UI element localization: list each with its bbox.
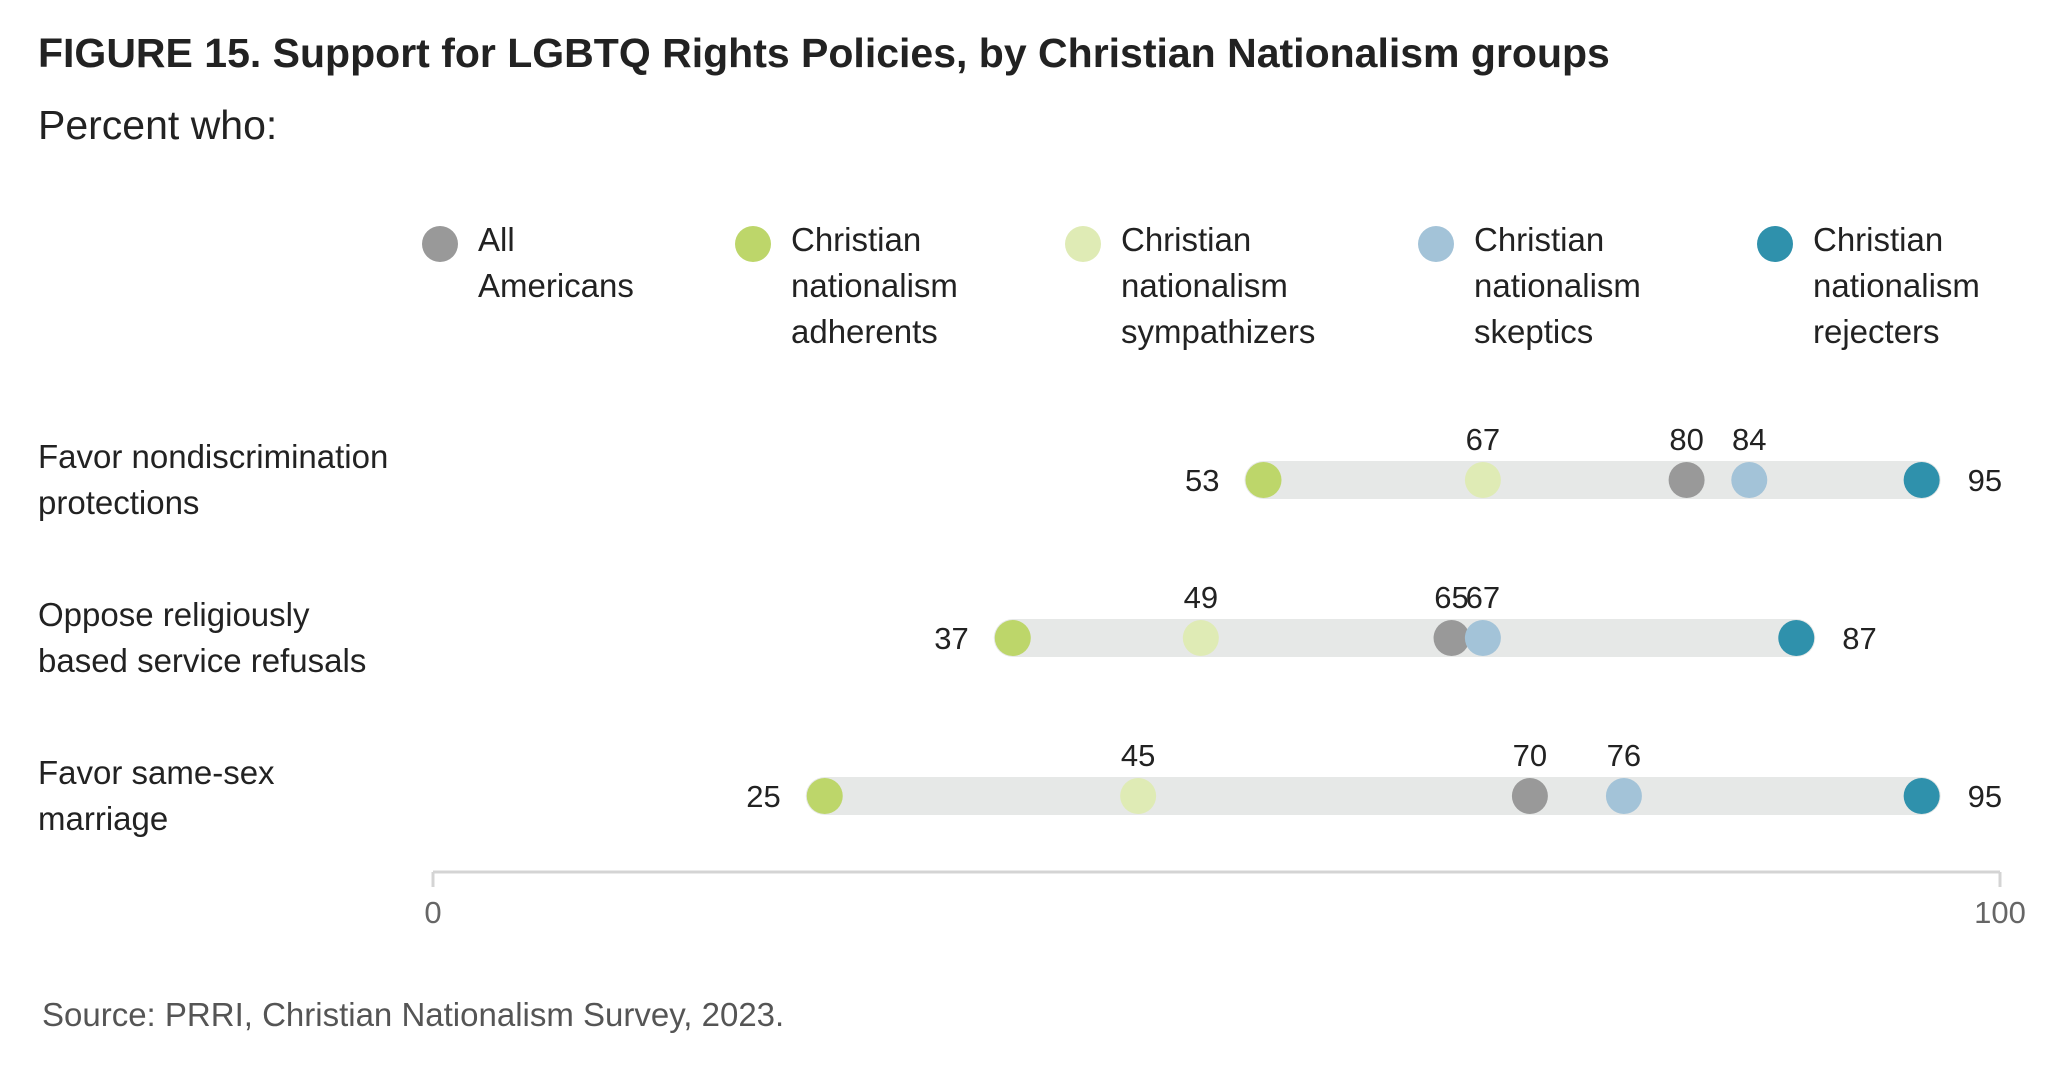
data-label-sympathizers: 45 <box>1121 738 1155 773</box>
chart-title: FIGURE 15. Support for LGBTQ Rights Poli… <box>38 30 1610 76</box>
dot-adherents <box>994 620 1031 656</box>
data-label-adherents: 25 <box>746 779 780 814</box>
legend-label-all: All Americans <box>478 221 634 304</box>
legend-label-sympathizers: Christian nationalism sympathizers <box>1121 221 1315 350</box>
dot-all <box>1433 620 1470 656</box>
x-axis: 0 100 <box>424 870 2026 930</box>
legend-label-rejecters: Christian nationalism rejecters <box>1813 221 1980 350</box>
data-label-skeptics: 84 <box>1732 422 1766 457</box>
chart-row: Favor same-sex marriage 70 25 45 76 95 <box>38 738 2002 837</box>
dot-adherents <box>1245 462 1282 498</box>
chart-row: Favor nondiscrimination protections 80 53 67… <box>38 422 2002 521</box>
chart-subtitle: Percent who: <box>38 102 278 148</box>
data-label-all: 65 <box>1434 580 1468 615</box>
dot-sympathizers <box>1464 462 1501 498</box>
dot-rejecters <box>1903 462 1940 498</box>
x-tick-label: 0 <box>424 895 441 930</box>
chart-row: Oppose religiously based service refusals… <box>38 580 1877 679</box>
row-label: Favor same-sex marriage <box>38 754 275 837</box>
data-label-rejecters: 87 <box>1842 621 1876 656</box>
data-label-adherents: 53 <box>1185 463 1219 498</box>
dot-skeptics <box>1731 462 1768 498</box>
dot-sympathizers <box>1182 620 1219 656</box>
data-label-rejecters: 95 <box>1968 779 2002 814</box>
legend-label-skeptics: Christian nationalism skeptics <box>1474 221 1641 350</box>
legend: All Americans Christian nationalism adherent… <box>422 221 1980 350</box>
data-label-sympathizers: 49 <box>1184 580 1218 615</box>
data-label-skeptics: 67 <box>1466 580 1500 615</box>
data-label-skeptics: 76 <box>1607 738 1641 773</box>
row-label: Favor nondiscrimination protections <box>38 438 388 521</box>
dot-all <box>1511 778 1548 814</box>
legend-swatch-all <box>422 226 458 262</box>
data-label-adherents: 37 <box>934 621 968 656</box>
dot-sympathizers <box>1120 778 1157 814</box>
source-note: Source: PRRI, Christian Nationalism Surv… <box>42 996 785 1033</box>
dot-adherents <box>806 778 843 814</box>
row-label: Oppose religiously based service refusals <box>38 596 366 679</box>
data-label-sympathizers: 67 <box>1466 422 1500 457</box>
legend-swatch-adherents <box>735 226 771 262</box>
dot-all <box>1668 462 1705 498</box>
legend-swatch-sympathizers <box>1065 226 1101 262</box>
dot-skeptics <box>1464 620 1501 656</box>
dot-rejecters <box>1903 778 1940 814</box>
data-label-rejecters: 95 <box>1968 463 2002 498</box>
chart-rows: Favor nondiscrimination protections 80 53 67… <box>38 422 2002 837</box>
legend-label-adherents: Christian nationalism adherents <box>791 221 958 350</box>
dot-rejecters <box>1778 620 1815 656</box>
dot-skeptics <box>1605 778 1642 814</box>
data-label-all: 70 <box>1513 738 1547 773</box>
legend-swatch-rejecters <box>1757 226 1793 262</box>
x-tick-label: 100 <box>1974 895 2026 930</box>
legend-swatch-skeptics <box>1418 226 1454 262</box>
data-label-all: 80 <box>1669 422 1703 457</box>
